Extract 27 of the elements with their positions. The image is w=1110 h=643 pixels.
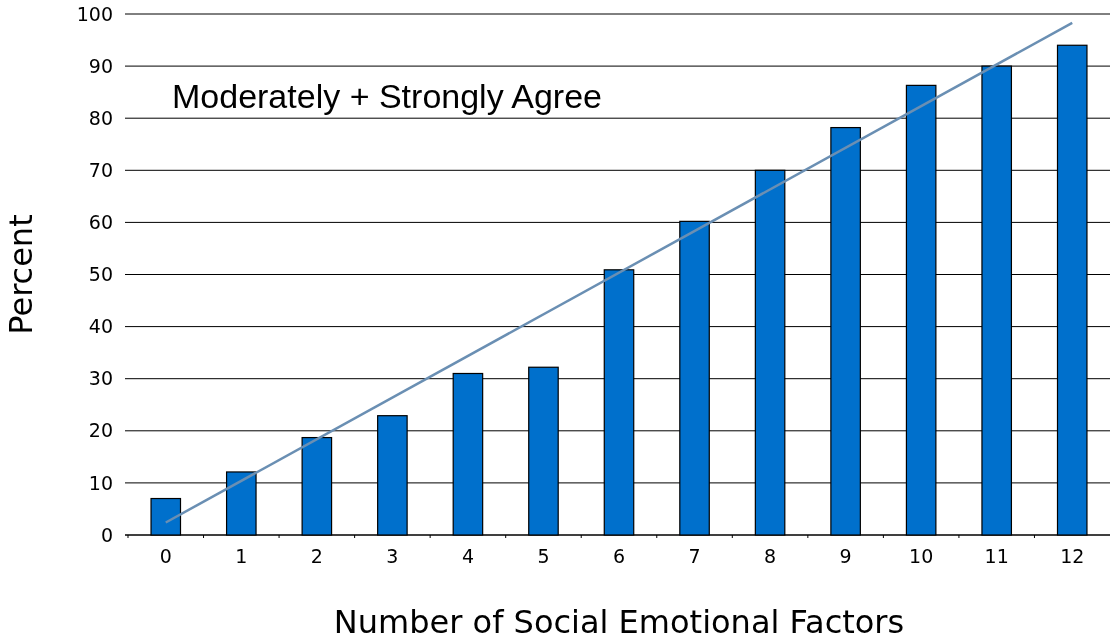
x-tick-label: 3: [386, 545, 399, 567]
x-tick-label: 11: [984, 545, 1009, 567]
y-tick-label: 50: [88, 263, 113, 286]
x-tick-label: 0: [159, 545, 172, 567]
y-tick-label: 90: [88, 54, 113, 77]
x-axis-title: Number of Social Emotional Factors: [333, 603, 905, 641]
x-tick-label: 9: [839, 545, 852, 567]
y-tick-label: 70: [88, 158, 113, 181]
x-tick-label: 10: [909, 545, 934, 567]
x-tick-label: 5: [537, 545, 550, 567]
x-tick-label: 12: [1060, 545, 1085, 567]
y-tick-label: 20: [88, 419, 113, 442]
x-tick-label: 1: [235, 545, 248, 567]
y-tick-label: 40: [88, 315, 113, 338]
x-tick-label: 2: [310, 545, 323, 567]
y-tick-label: 10: [88, 471, 113, 494]
x-tick-label: 8: [764, 545, 777, 567]
y-axis-title: Percent: [2, 214, 40, 335]
x-tick-label: 6: [612, 545, 626, 567]
y-tick-label: 60: [88, 211, 113, 234]
text: Moderately + Strongly Agree: [172, 77, 602, 115]
y-tick-label: 100: [76, 2, 113, 25]
y-tick-label: 30: [88, 367, 113, 390]
y-tick-label: 0: [100, 523, 113, 546]
x-tick-label: 4: [461, 545, 474, 567]
x-tick-label: 7: [688, 545, 701, 567]
y-tick-label: 80: [88, 106, 113, 129]
